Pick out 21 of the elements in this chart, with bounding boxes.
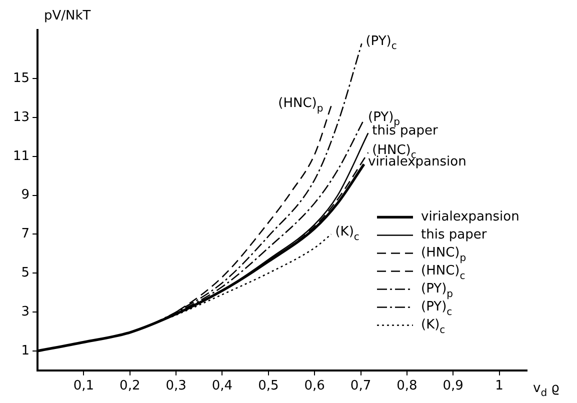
y-tick-label: 11 [12, 148, 30, 164]
y-tick-label: 13 [12, 110, 30, 125]
x-tick-label: 0,5 [258, 378, 279, 394]
y-tick-label: 7 [21, 226, 30, 242]
x-tick-label: 0,4 [212, 378, 233, 394]
y-tick-label: 3 [21, 304, 30, 320]
legend-label: virialexpansion [421, 210, 520, 225]
x-tick-label: 0,8 [396, 378, 418, 394]
y-tick-label: 5 [21, 266, 30, 281]
x-tick-label: 0,9 [442, 378, 464, 394]
y-axis-title: pV/NkT [44, 8, 91, 24]
y-tick-label: 15 [12, 71, 30, 86]
y-tick-label: 9 [21, 188, 30, 203]
x-tick-label: 0,3 [166, 378, 186, 394]
legend-label: this paper [421, 228, 488, 243]
x-tick-label: 0,1 [73, 378, 94, 394]
x-tick-label: 0,6 [304, 378, 325, 394]
x-tick-label: 0,7 [350, 378, 372, 394]
x-tick-label: 1 [495, 378, 504, 394]
y-tick-label: 1 [21, 343, 30, 358]
x-tick-label: 0,2 [120, 378, 140, 394]
